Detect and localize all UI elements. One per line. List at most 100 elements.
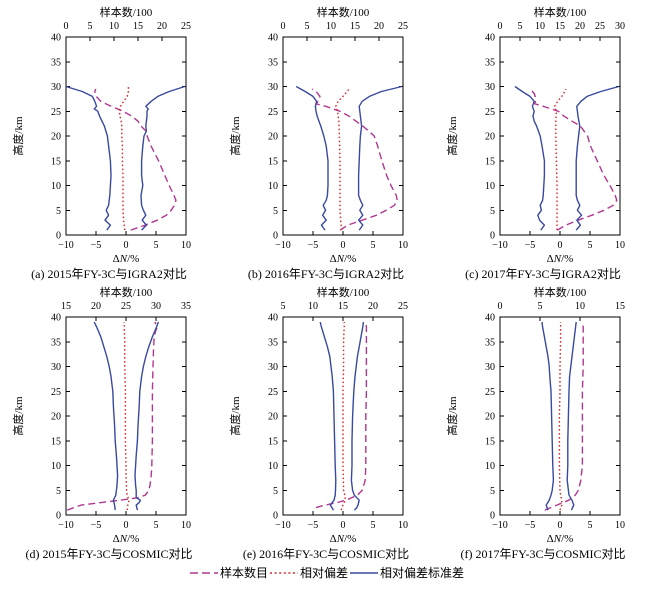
axis-text: 10 (615, 520, 625, 531)
axis-text: 20 (374, 21, 384, 32)
axis-text: 40 (51, 33, 61, 44)
axis-text: 40 (485, 313, 495, 324)
std-series-line (65, 85, 112, 231)
axis-text: 15 (133, 21, 143, 32)
axis-text: 5 (490, 486, 495, 497)
chart-svg: 0 5 10 15 −10 −5 0 5 10 0 5 10 15 20 25 30 35 40 样本数/100 ΔN… (445, 285, 625, 545)
chart-svg: 0 5 10 15 20 25 30 −10 −5 0 5 10 0 5 10 15 20 25 30 35 40 样本数… (445, 5, 625, 265)
axis-text: 15 (268, 436, 278, 447)
axis-text: 5 (273, 206, 278, 217)
axis-text: 20 (51, 412, 61, 423)
axis-text: 10 (398, 520, 408, 531)
samples-series-line (66, 321, 158, 511)
std-series-line (541, 321, 555, 511)
top-axis-label: 样本数/100 (317, 285, 370, 299)
axis-text: 20 (51, 132, 61, 143)
axis-text: 35 (485, 337, 495, 348)
axis-text: 20 (268, 132, 278, 143)
subplot-chart-a: 0 5 10 15 20 25 −10 −5 0 5 10 0 5 10 15 20 25 30 35 40 样本数/1… (9, 3, 209, 267)
samples-series-line (315, 321, 368, 509)
axis-text: 10 (308, 301, 318, 312)
axis-text: 30 (485, 82, 495, 93)
std-series-line (140, 85, 186, 231)
bottom-axis-label: ΔN/% (113, 533, 140, 545)
left-axis-label: 高度/km (445, 116, 459, 156)
axis-text: 10 (575, 301, 585, 312)
axis-text: −5 (308, 520, 319, 531)
axis-text: 5 (56, 486, 61, 497)
bias-swatch-line (269, 571, 298, 574)
axis-text: 40 (268, 33, 278, 44)
subplot-chart-f: 0 5 10 15 −10 −5 0 5 10 0 5 10 15 20 25 30 35 40 样本数/100 ΔN… (443, 283, 643, 547)
axis-text: 0 (281, 21, 286, 32)
axis-text: 5 (154, 240, 159, 251)
subplot-caption-e: (e) 2016年FY-3C与COSMIC对比 (242, 547, 410, 561)
std-series-line (514, 85, 546, 231)
axis-text: 10 (398, 240, 408, 251)
axis-text: 25 (121, 301, 131, 312)
subplot-cell-a: 0 5 10 15 20 25 −10 −5 0 5 10 0 5 10 15 20 25 30 35 40 样本数/1… (1, 3, 218, 281)
axis-text: 5 (518, 21, 523, 32)
axis-text: 35 (51, 57, 61, 68)
axis-text: 20 (268, 412, 278, 423)
axis-text: 25 (595, 21, 605, 32)
axis-text: 5 (371, 520, 376, 531)
bottom-axis-label: ΔN/% (547, 533, 574, 545)
bias-dotted-line-swatch (269, 567, 299, 579)
axis-text: 15 (350, 21, 360, 32)
std-series-line (566, 321, 577, 511)
left-axis-label: 高度/km (445, 396, 459, 436)
samples-series-line (544, 321, 584, 511)
std-series-line (350, 321, 365, 511)
axis-text: 30 (268, 362, 278, 373)
axis-text: 10 (485, 181, 495, 192)
subplot-cell-f: 0 5 10 15 −10 −5 0 5 10 0 5 10 15 20 25 30 35 40 样本数/100 ΔN… (435, 283, 652, 561)
chart-svg: 0 5 10 15 20 25 −10 −5 0 5 10 0 5 10 15 20 25 30 35 40 样本数/1… (228, 5, 408, 265)
axis-text: 10 (615, 240, 625, 251)
axis-text: 35 (51, 337, 61, 348)
axis-text: 0 (124, 520, 129, 531)
axis-text: 0 (64, 21, 69, 32)
axis-text: 15 (51, 436, 61, 447)
subplot-grid: 0 5 10 15 20 25 −10 −5 0 5 10 0 5 10 15 20 25 30 35 40 样本数/1… (1, 3, 652, 561)
axis-text: 25 (268, 387, 278, 398)
axis-text: 0 (558, 520, 563, 531)
plot-box (65, 36, 187, 236)
bottom-axis-label: ΔN/% (547, 253, 574, 265)
plot-box (282, 36, 404, 236)
bias-series-line (123, 322, 130, 511)
axis-text: 10 (326, 21, 336, 32)
axis-text: 30 (51, 82, 61, 93)
axis-text: 10 (51, 181, 61, 192)
axis-text: 10 (51, 461, 61, 472)
plot-box (499, 36, 621, 236)
subplot-cell-d: 15 20 25 30 35 −10 −5 0 5 10 0 5 10 15 20 25 30 35 40 样本数/1… (1, 283, 218, 561)
legend-item-std: 相对偏差标准差 (348, 564, 464, 581)
axis-text: 5 (588, 240, 593, 251)
axis-text: −5 (525, 240, 536, 251)
bias-series-line (340, 322, 347, 511)
axis-text: 25 (398, 301, 408, 312)
axis-text: 35 (268, 337, 278, 348)
axis-text: 10 (268, 181, 278, 192)
legend-label-std: 相对偏差标准差 (380, 566, 465, 580)
axis-text: 0 (56, 511, 61, 522)
axis-text: 30 (51, 362, 61, 373)
subplot-caption-f: (f) 2017年FY-3C与COSMIC对比 (460, 547, 626, 561)
bias-series-line (553, 88, 567, 231)
axis-text: 0 (341, 520, 346, 531)
top-axis-label: 样本数/100 (534, 285, 587, 299)
samples-swatch-line (189, 571, 218, 574)
left-axis-label: 高度/km (11, 396, 25, 436)
axis-text: 40 (51, 313, 61, 324)
axis-text: 25 (398, 21, 408, 32)
axis-text: 5 (588, 520, 593, 531)
chart-svg: 15 20 25 30 35 −10 −5 0 5 10 0 5 10 15 20 25 30 35 40 样本数/1… (11, 285, 191, 545)
std-solid-line-swatch (349, 567, 379, 579)
axis-text: 25 (485, 107, 495, 118)
axis-text: 25 (51, 107, 61, 118)
axis-text: 15 (485, 436, 495, 447)
axis-text: 15 (51, 156, 61, 167)
axis-text: 30 (268, 82, 278, 93)
